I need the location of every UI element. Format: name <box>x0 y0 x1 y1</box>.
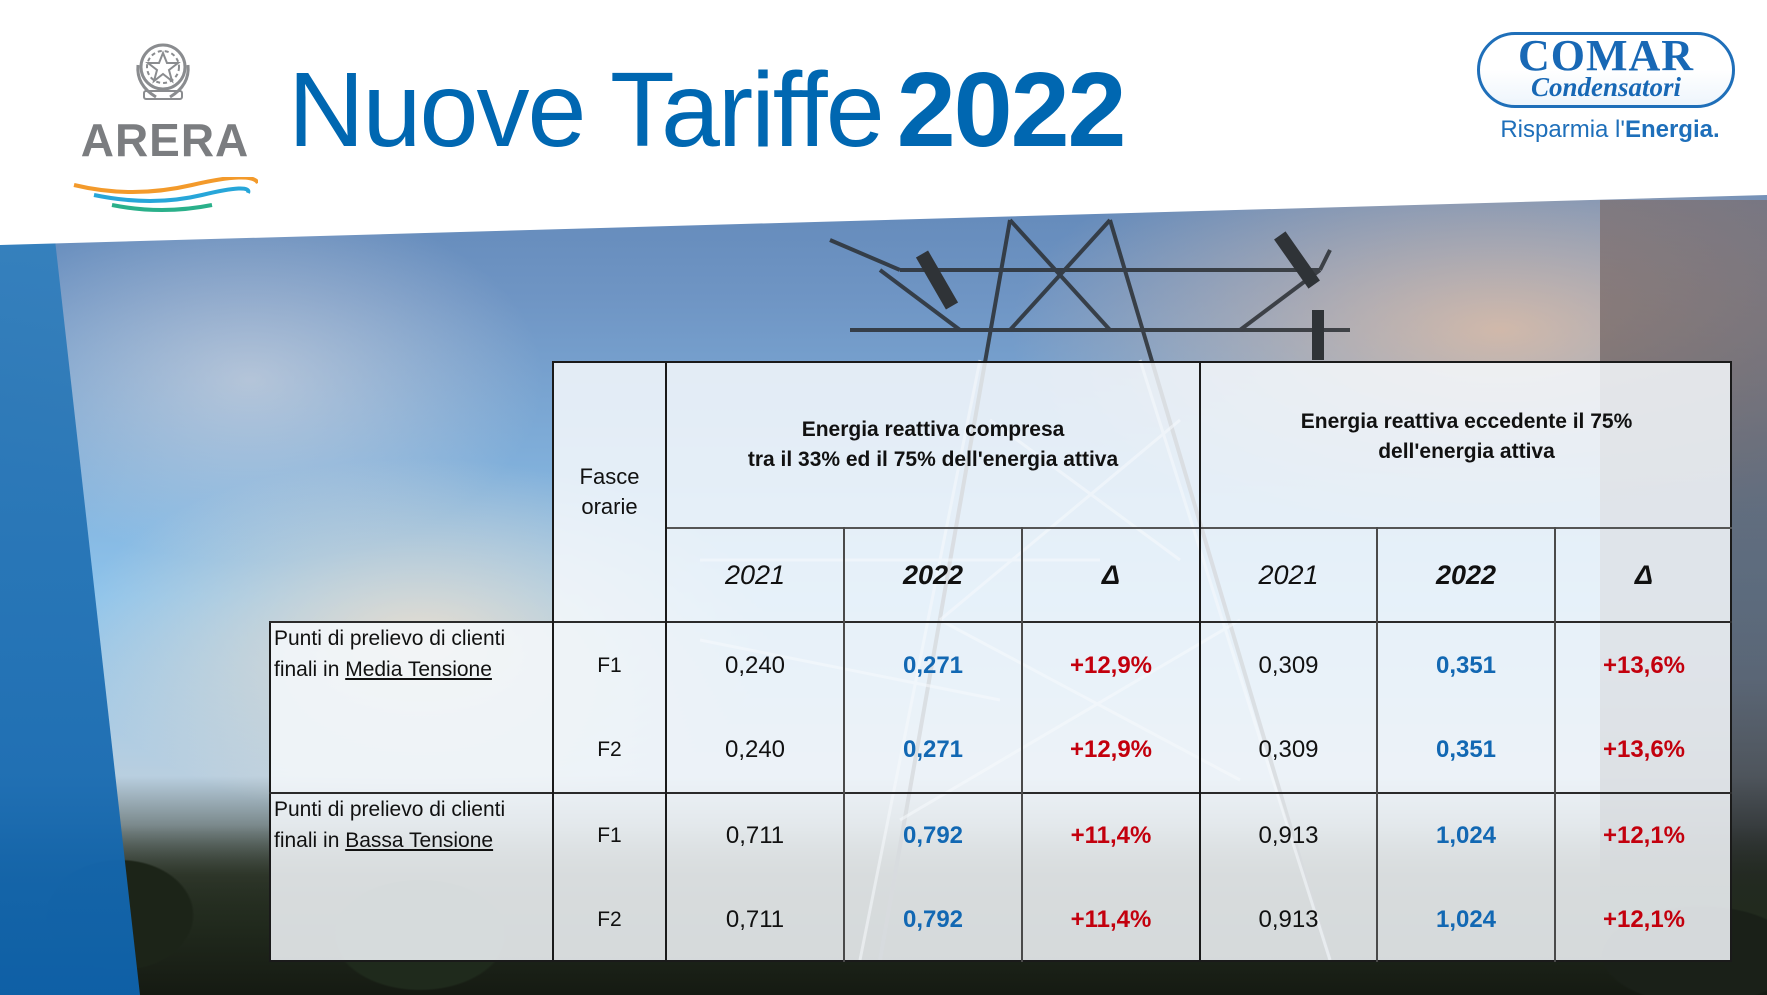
fascia-cell: F1 <box>597 824 622 847</box>
value-2022: 1,024 <box>1435 822 1497 849</box>
value-2021: 0,240 <box>724 736 786 763</box>
value-delta: +12,9% <box>1069 736 1153 763</box>
header-fasce-orarie: Fasce orarie <box>554 363 665 621</box>
label-line2-prefix: finali in <box>274 658 346 681</box>
value-delta: +13,6% <box>1602 736 1686 763</box>
tagline-bold: Energia. <box>1624 116 1720 143</box>
subheader-2022: 2022 <box>902 559 964 590</box>
divider <box>552 361 554 962</box>
row-label-media-tensione: Punti di prelievo di clienti finali in M… <box>271 623 552 792</box>
divider <box>269 621 1732 623</box>
value-delta: +12,1% <box>1602 906 1686 933</box>
label-line1: Punti di prelievo di clienti <box>274 798 506 821</box>
divider <box>665 361 667 962</box>
value-2022: 1,024 <box>1435 906 1497 933</box>
divider <box>1554 527 1556 962</box>
value-2022: 0,351 <box>1435 736 1497 763</box>
value-2021: 0,913 <box>1258 906 1319 933</box>
value-delta: +11,4% <box>1070 822 1152 849</box>
value-2021: 0,309 <box>1258 651 1319 679</box>
value-2022: 0,351 <box>1435 651 1497 679</box>
page-title: Nuove Tariffe 2022 <box>288 40 1127 180</box>
comar-subbrand: Condensatori <box>1530 72 1682 102</box>
header-group-33-75: Energia reattiva compresa tra il 33% ed … <box>667 363 1199 527</box>
divider <box>665 527 1732 529</box>
divider <box>1199 361 1201 962</box>
title-year: 2022 <box>896 51 1127 169</box>
value-2022: 0,792 <box>902 822 964 849</box>
group-title-line1: Energia reattiva eccedente il 75% <box>1300 410 1633 433</box>
value-2021: 0,240 <box>724 651 786 679</box>
value-delta: +12,9% <box>1069 651 1153 679</box>
subheader-delta: Δ <box>1101 559 1121 590</box>
header-fasce-line2: orarie <box>581 494 638 519</box>
value-2022: 0,792 <box>902 906 964 933</box>
value-delta: +12,1% <box>1602 822 1686 849</box>
table-label-panel <box>269 621 554 962</box>
value-2021: 0,711 <box>725 822 785 849</box>
arera-waves-icon <box>73 177 258 212</box>
subheader-delta: Δ <box>1634 559 1654 590</box>
fascia-cell: F2 <box>597 738 622 761</box>
arera-logo: ARERA <box>70 35 260 212</box>
group-title-line1: Energia reattiva compresa <box>801 418 1065 441</box>
row-label-bassa-tensione: Punti di prelievo di clienti finali in B… <box>271 794 552 962</box>
divider <box>1021 527 1023 962</box>
header-fasce-line1: Fasce <box>579 464 640 489</box>
group-title-line2: tra il 33% ed il 75% dell'energia attiva <box>747 448 1119 471</box>
label-line2-prefix: finali in <box>274 829 346 852</box>
divider <box>843 527 845 962</box>
value-delta: +11,4% <box>1070 906 1152 933</box>
header-group-over-75: Energia reattiva eccedente il 75% dell'e… <box>1201 363 1732 527</box>
value-2021: 0,309 <box>1258 736 1319 763</box>
tagline-light: Risparmia l' <box>1500 116 1625 143</box>
value-2022: 0,271 <box>902 736 964 763</box>
label-underlined: Bassa Tensione <box>345 829 494 852</box>
label-line1: Punti di prelievo di clienti <box>274 627 506 650</box>
subheader-2022: 2022 <box>1435 559 1497 590</box>
italian-republic-emblem-icon <box>136 43 190 100</box>
divider <box>269 792 1732 794</box>
table-main-panel <box>552 361 1732 962</box>
value-2021: 0,913 <box>1258 822 1319 849</box>
title-text: Nuove Tariffe <box>288 51 885 169</box>
subheader-2021: 2021 <box>1258 559 1319 590</box>
fascia-cell: F1 <box>597 653 622 677</box>
divider <box>1376 527 1378 962</box>
label-underlined: Media Tensione <box>345 658 492 681</box>
value-delta: +13,6% <box>1602 651 1686 679</box>
comar-tagline: Risparmia l'Energia. <box>1475 116 1745 144</box>
arera-wordmark: ARERA <box>80 114 250 166</box>
comar-logo-frame <box>1477 32 1735 108</box>
group-title-line2: dell'energia attiva <box>1378 440 1555 463</box>
value-2021: 0,711 <box>725 906 785 933</box>
comar-brand: COMAR <box>1517 31 1695 80</box>
value-2022: 0,271 <box>902 651 964 679</box>
comar-logo: COMAR Condensatori Risparmia l'Energia. <box>1475 32 1745 152</box>
fascia-cell: F2 <box>597 908 622 931</box>
subheader-2021: 2021 <box>724 559 786 590</box>
